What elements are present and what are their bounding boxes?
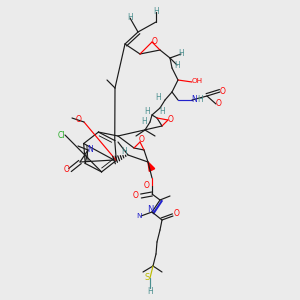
Text: H: H [174,61,180,70]
Text: H: H [153,8,159,16]
Text: N: N [191,95,197,104]
Text: O: O [133,191,139,200]
Text: N: N [147,206,153,214]
Text: H: H [197,95,203,104]
Text: O: O [220,88,226,97]
Text: N: N [136,213,142,219]
Text: H: H [141,118,147,127]
Text: H: H [155,92,161,101]
Text: Cl: Cl [57,130,65,140]
Text: O: O [64,166,70,175]
Text: O: O [216,100,222,109]
Text: S: S [144,274,150,283]
Text: O: O [144,182,150,190]
Text: H: H [127,14,133,22]
Polygon shape [148,162,155,171]
Text: H: H [147,286,153,296]
Text: H: H [178,50,184,58]
Text: N: N [87,146,93,154]
Text: H: H [121,146,127,155]
Text: O: O [174,209,180,218]
Text: O: O [168,116,174,124]
Text: O: O [152,38,158,46]
Text: O: O [76,116,82,124]
Text: O: O [139,136,145,145]
Text: H: H [144,106,150,116]
Text: OH: OH [191,78,203,84]
Text: H: H [159,107,165,116]
